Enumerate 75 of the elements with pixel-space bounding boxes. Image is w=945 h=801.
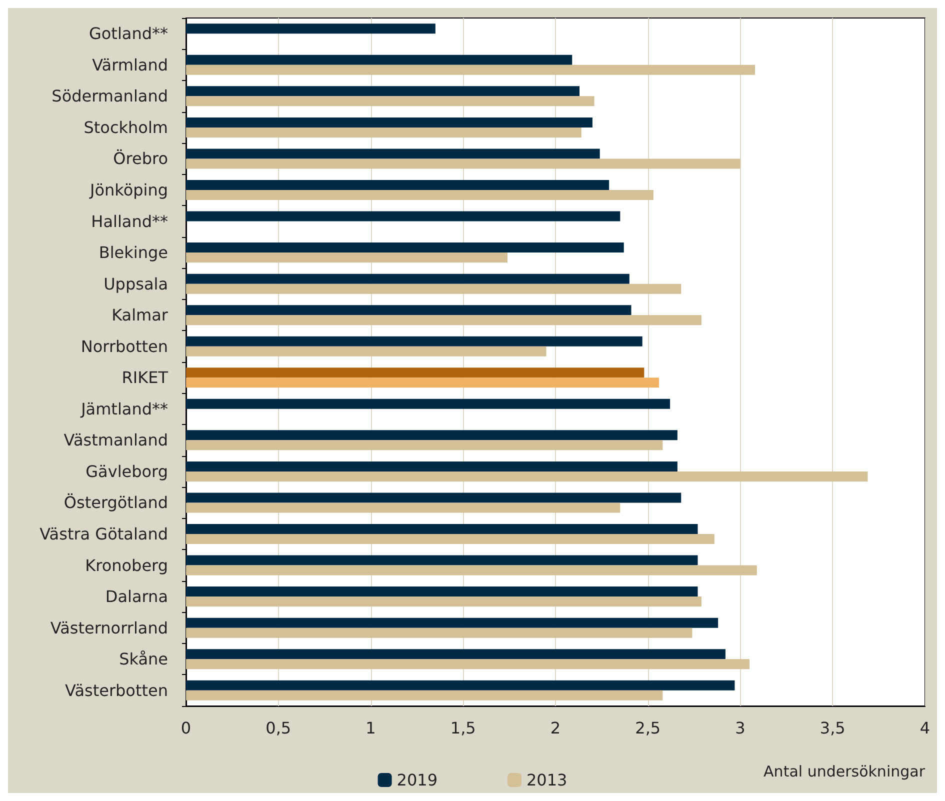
y-tick-label: Norrbotten [80,336,168,356]
bar [186,618,718,628]
y-tick-label: Västernorrland [50,618,168,638]
bar [186,555,698,566]
bar [186,659,750,670]
y-tick-label: Uppsala [104,274,168,294]
y-tick-label: Blekinge [98,243,168,262]
y-tick-label: Halland** [91,212,168,231]
y-tick-label: Kronoberg [85,556,168,575]
x-tick-label: 4 [920,718,930,738]
bar [186,127,582,138]
bar [186,148,600,159]
bar [186,64,756,75]
bar [186,524,698,534]
bar [186,315,702,326]
y-tick-label: Dalarna [105,587,168,606]
y-tick-label: Västra Götaland [40,524,168,544]
bar [186,305,632,316]
bar [186,534,714,544]
bar [186,649,726,660]
y-tick-label: Östergötland [64,493,168,512]
y-tick-label: Örebro [113,149,168,168]
x-tick-label: 2,5 [635,718,661,738]
bar [186,242,624,253]
bar [186,336,642,346]
bar [186,54,572,65]
y-tick-label: Kalmar [112,306,168,325]
y-tick-label: Västmanland [64,430,168,450]
y-tick-label: Gotland** [88,24,168,44]
bar [186,190,654,200]
bar [186,378,659,388]
y-tick-label: Jönköping [88,180,168,200]
x-axis-title: Antal undersökningar [764,762,926,780]
bar [186,586,698,597]
x-tick-label: 3,5 [820,718,846,738]
legend-label: 2019 [396,770,438,790]
bar [186,471,868,482]
bar [186,492,682,503]
bar [186,180,610,190]
legend-label: 2013 [526,770,568,790]
bar [186,284,682,294]
bar [186,628,692,638]
bar [186,461,678,472]
y-tick-label: Värmland [92,55,168,74]
x-tick-label: 1 [366,718,376,738]
bar [186,565,757,576]
bar [186,211,620,222]
bar [186,596,702,607]
y-tick-label: RIKET [122,368,168,388]
bar [186,346,546,356]
bar [186,96,594,106]
y-tick-label: Stockholm [84,118,168,137]
y-tick-label: Södermanland [52,86,168,106]
y-tick-label: Skåne [119,650,168,669]
bar [186,117,592,128]
bar [186,86,580,96]
bar [186,440,663,450]
y-tick-label: Jämtland** [80,399,168,418]
bar [186,690,663,700]
bar [186,252,508,263]
y-tick-label: Gävleborg [86,462,168,481]
y-tick-label: Västerbotten [64,680,168,700]
bar [186,158,740,169]
bar [186,502,620,513]
x-tick-label: 1,5 [450,718,476,738]
x-tick-label: 2 [550,718,561,738]
x-tick-label: 3 [735,718,746,738]
x-tick-label: 0,5 [266,718,292,738]
x-tick-label: 0 [180,718,192,738]
bar [186,368,644,378]
bar [186,680,735,690]
bar [186,398,670,409]
bar [186,274,630,284]
bar [186,430,678,440]
bar [186,24,436,34]
